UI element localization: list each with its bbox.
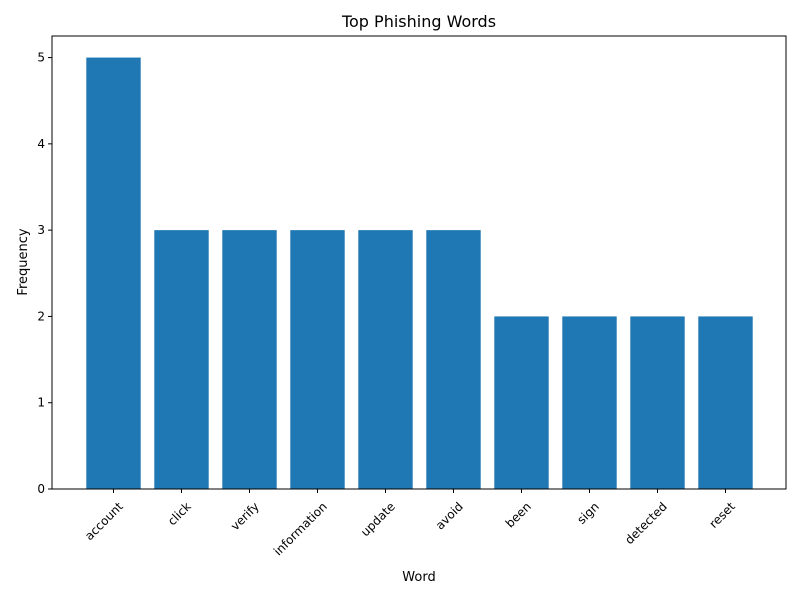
bar-reset	[698, 316, 753, 489]
bar-sign	[562, 316, 617, 489]
bar-information	[290, 230, 345, 489]
bar-avoid	[426, 230, 481, 489]
y-tick-label: 5	[37, 51, 45, 65]
bar-verify	[222, 230, 277, 489]
bars-group	[86, 57, 753, 489]
bar-detected	[630, 316, 685, 489]
bar-update	[358, 230, 413, 489]
bar-been	[494, 316, 549, 489]
y-axis-label: Frequency	[16, 228, 31, 295]
y-tick-label: 4	[37, 137, 45, 151]
bar-click	[154, 230, 209, 489]
plot-frame	[51, 35, 787, 490]
chart-title: Top Phishing Words	[341, 12, 496, 31]
y-tick-label: 2	[37, 309, 45, 323]
y-tick-label: 1	[37, 396, 45, 410]
y-axis-ticks: 0 1 2 3 4 5	[37, 51, 52, 496]
y-tick-label: 3	[37, 223, 45, 237]
y-tick-label: 0	[37, 482, 45, 496]
x-axis-label: Word	[402, 570, 435, 585]
bar-account	[86, 57, 141, 489]
